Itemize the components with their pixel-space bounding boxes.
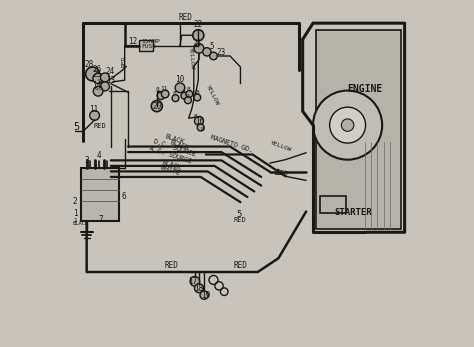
Bar <box>81 168 119 221</box>
Text: G: G <box>95 86 99 91</box>
Text: 5: 5 <box>73 122 79 132</box>
Text: YELLOW: YELLOW <box>188 47 195 70</box>
Text: 23: 23 <box>216 48 226 57</box>
Text: RED: RED <box>93 123 106 129</box>
Text: 8: 8 <box>173 91 177 96</box>
Circle shape <box>161 90 169 98</box>
Text: 28: 28 <box>85 60 94 69</box>
Text: 22: 22 <box>194 20 203 29</box>
Circle shape <box>197 124 204 131</box>
Text: 17: 17 <box>189 277 198 286</box>
Text: YELLOW: YELLOW <box>270 141 292 153</box>
Text: 8: 8 <box>187 87 191 92</box>
Circle shape <box>194 44 204 53</box>
Circle shape <box>172 95 179 102</box>
Circle shape <box>186 91 193 98</box>
Text: FUSE: FUSE <box>141 44 156 49</box>
Circle shape <box>93 86 103 96</box>
Circle shape <box>203 48 211 56</box>
Text: 18: 18 <box>194 284 203 293</box>
Text: 16: 16 <box>195 117 204 126</box>
Circle shape <box>184 97 191 104</box>
Text: BLACK: BLACK <box>161 159 182 171</box>
Circle shape <box>86 67 100 81</box>
Text: 8: 8 <box>99 86 102 91</box>
Circle shape <box>210 52 217 60</box>
Text: YELLOW: YELLOW <box>205 84 220 106</box>
Text: RED: RED <box>164 261 178 270</box>
Text: 9: 9 <box>185 94 189 99</box>
Text: 24: 24 <box>106 67 115 76</box>
Text: 5: 5 <box>237 210 242 219</box>
Circle shape <box>100 73 109 82</box>
Text: 26: 26 <box>92 65 102 74</box>
Circle shape <box>151 101 163 112</box>
Text: 13: 13 <box>106 76 115 85</box>
Text: 4: 4 <box>97 151 101 160</box>
Bar <box>138 41 153 51</box>
Bar <box>317 30 401 229</box>
Circle shape <box>313 91 382 160</box>
Text: 11: 11 <box>160 86 168 91</box>
Bar <box>320 196 346 213</box>
Circle shape <box>200 291 208 299</box>
Text: RED: RED <box>234 217 246 222</box>
Text: 6: 6 <box>121 192 126 201</box>
Circle shape <box>181 92 188 99</box>
Text: BLACK: BLACK <box>73 221 89 226</box>
Text: BLACK: BLACK <box>164 133 185 145</box>
Text: RED: RED <box>178 13 192 22</box>
Text: S: S <box>97 79 101 84</box>
Text: BLACK: BLACK <box>170 139 191 151</box>
Circle shape <box>93 73 103 84</box>
Text: ENGINE: ENGINE <box>347 84 383 94</box>
Text: 15AMP: 15AMP <box>141 39 160 44</box>
Text: 11: 11 <box>90 105 99 114</box>
Text: 8: 8 <box>201 127 204 132</box>
Circle shape <box>194 94 201 101</box>
Text: A.C. SOURCE: A.C. SOURCE <box>149 145 192 164</box>
Circle shape <box>190 277 200 286</box>
Circle shape <box>175 83 185 93</box>
Circle shape <box>329 107 365 143</box>
Circle shape <box>100 82 109 91</box>
Text: WHITE: WHITE <box>159 165 180 177</box>
Text: 3: 3 <box>85 156 90 165</box>
Circle shape <box>194 284 203 293</box>
Text: 2: 2 <box>73 197 77 206</box>
Text: 8: 8 <box>196 90 199 95</box>
Text: D.C. SOURCE: D.C. SOURCE <box>152 139 196 158</box>
Text: 19: 19 <box>201 291 210 300</box>
Text: 8: 8 <box>156 87 160 92</box>
Text: RED: RED <box>234 261 247 270</box>
Text: 8: 8 <box>194 114 198 119</box>
Text: 1: 1 <box>73 210 77 218</box>
Text: 12: 12 <box>128 37 137 45</box>
Text: 10: 10 <box>175 75 185 84</box>
Text: 14: 14 <box>92 81 101 90</box>
Text: 5: 5 <box>210 42 214 51</box>
Text: 25: 25 <box>92 70 102 79</box>
Text: 20: 20 <box>152 102 162 111</box>
Text: RED: RED <box>121 56 126 67</box>
Text: 21: 21 <box>192 40 201 48</box>
Text: 7: 7 <box>98 214 103 223</box>
Text: 1: 1 <box>73 218 77 222</box>
Circle shape <box>193 30 204 41</box>
Circle shape <box>341 119 354 131</box>
Circle shape <box>194 117 203 126</box>
Text: 4: 4 <box>182 89 185 94</box>
Circle shape <box>157 92 165 100</box>
Text: MAGNETO GD.: MAGNETO GD. <box>210 134 253 153</box>
Circle shape <box>90 111 100 120</box>
Text: RED: RED <box>275 169 289 177</box>
Text: STARTER: STARTER <box>334 208 372 217</box>
